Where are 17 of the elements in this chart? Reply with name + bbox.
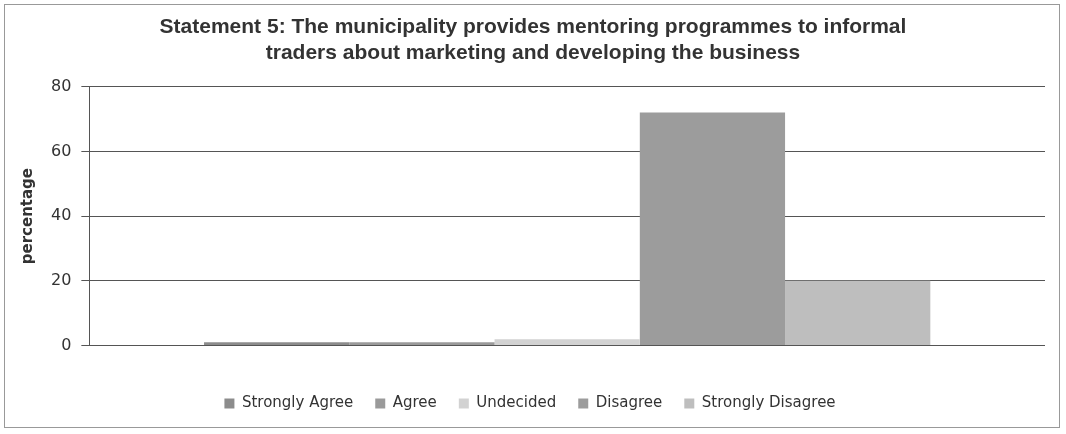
- y-tick-label: 80: [51, 75, 72, 95]
- legend-label: Disagree: [595, 393, 663, 412]
- y-tick-label: 40: [51, 205, 72, 225]
- legend-label: Undecided: [476, 393, 557, 412]
- legend-label: Agree: [392, 393, 437, 412]
- legend-label: Strongly Disagree: [701, 393, 836, 412]
- chart-title: Statement 5: The municipality provides mentoring programmes to informal traders about marketing and developing the business: [158, 13, 908, 65]
- y-tick-label: 20: [51, 270, 72, 290]
- y-tick-label: 0: [61, 334, 72, 354]
- legend-label: Strongly Agree: [241, 393, 354, 412]
- bar: [349, 342, 495, 346]
- bar: [204, 342, 350, 346]
- y-tick-label: 60: [51, 140, 72, 160]
- bar: [639, 112, 786, 346]
- bar: [785, 280, 931, 346]
- bar: [494, 339, 640, 346]
- y-axis-title: percentage: [17, 167, 36, 265]
